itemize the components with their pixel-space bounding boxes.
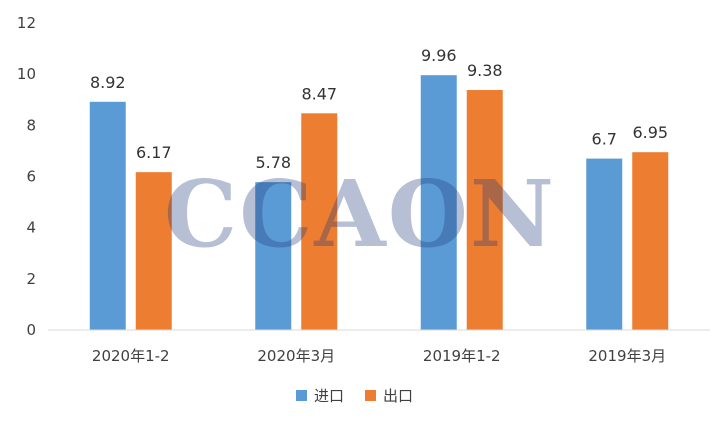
y-axis-ticks: 0 2 4 6 8 10 12 (17, 14, 36, 339)
legend-label-import: 进口 (314, 387, 344, 405)
bar-export (135, 172, 172, 330)
legend-label-export: 出口 (383, 387, 413, 405)
data-labels: 8.92 6.17 5.78 8.47 9.96 9.38 6.7 6.95 (90, 46, 668, 172)
watermark: CCAON (164, 160, 556, 268)
bar-export (466, 90, 503, 330)
x-category-label: 2019年3月 (588, 347, 666, 365)
y-tick-label: 10 (17, 65, 36, 83)
data-label: 9.96 (421, 46, 457, 65)
y-tick-label: 8 (26, 116, 36, 134)
bar-import (420, 75, 457, 330)
y-tick-label: 4 (26, 219, 36, 237)
data-label: 6.95 (632, 123, 668, 142)
y-tick-label: 2 (26, 270, 36, 288)
x-axis-category-labels: 2020年1-2 2020年3月 2019年1-2 2019年3月 (92, 347, 666, 365)
bar-marks (89, 75, 669, 331)
legend-swatch-import (296, 390, 307, 401)
x-category-label: 2020年1-2 (92, 347, 170, 365)
bar-export (301, 113, 338, 330)
y-tick-label: 12 (17, 14, 36, 32)
y-tick-label: 6 (26, 168, 36, 186)
data-label: 9.38 (467, 61, 503, 80)
bar-import (89, 101, 126, 331)
data-label: 6.7 (592, 130, 617, 149)
bar-export (632, 152, 669, 330)
bar-import (255, 182, 292, 330)
x-category-label: 2019年1-2 (423, 347, 501, 365)
x-category-label: 2020年3月 (257, 347, 335, 365)
y-tick-label: 0 (26, 321, 36, 339)
data-label: 8.47 (301, 84, 337, 103)
data-label: 5.78 (255, 153, 291, 172)
legend-swatch-export (365, 390, 376, 401)
bar-import (586, 158, 623, 330)
data-label: 8.92 (90, 73, 126, 92)
legend: 进口 出口 (296, 387, 413, 405)
data-label: 6.17 (136, 143, 172, 162)
